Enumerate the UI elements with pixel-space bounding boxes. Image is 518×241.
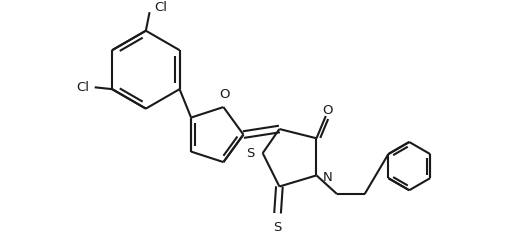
- Text: Cl: Cl: [154, 1, 167, 14]
- Text: O: O: [219, 88, 229, 101]
- Text: Cl: Cl: [76, 81, 89, 94]
- Text: S: S: [274, 221, 282, 234]
- Text: N: N: [323, 171, 333, 184]
- Text: O: O: [322, 104, 333, 117]
- Text: S: S: [246, 147, 254, 160]
